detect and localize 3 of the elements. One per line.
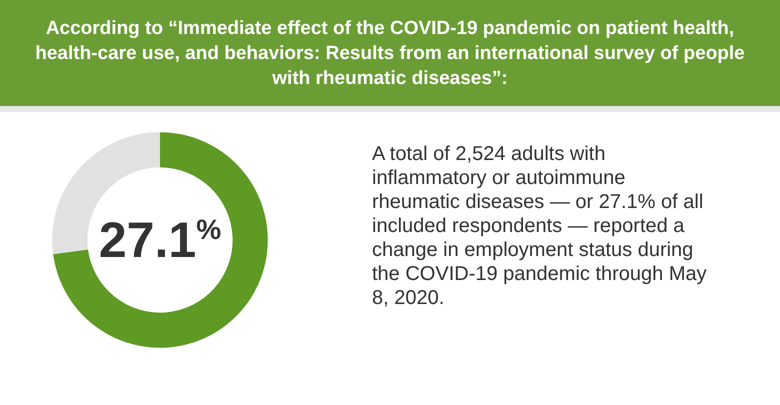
text: According to “Immediate effect of the COVID-19 pandemic on patient health, health-care use, and behaviors: Results from an international survey of people with rheumatic diseases”:: [0, 0, 780, 106]
text: A total of 2,524 adults with inflammatory or autoimmune rheumatic diseases — or 27.1% of all included respondents — reported a change in employment status during the COVID-19 pandemic through May 8, 2020.: [372, 142, 708, 310]
text: 27.1%: [50, 130, 270, 350]
